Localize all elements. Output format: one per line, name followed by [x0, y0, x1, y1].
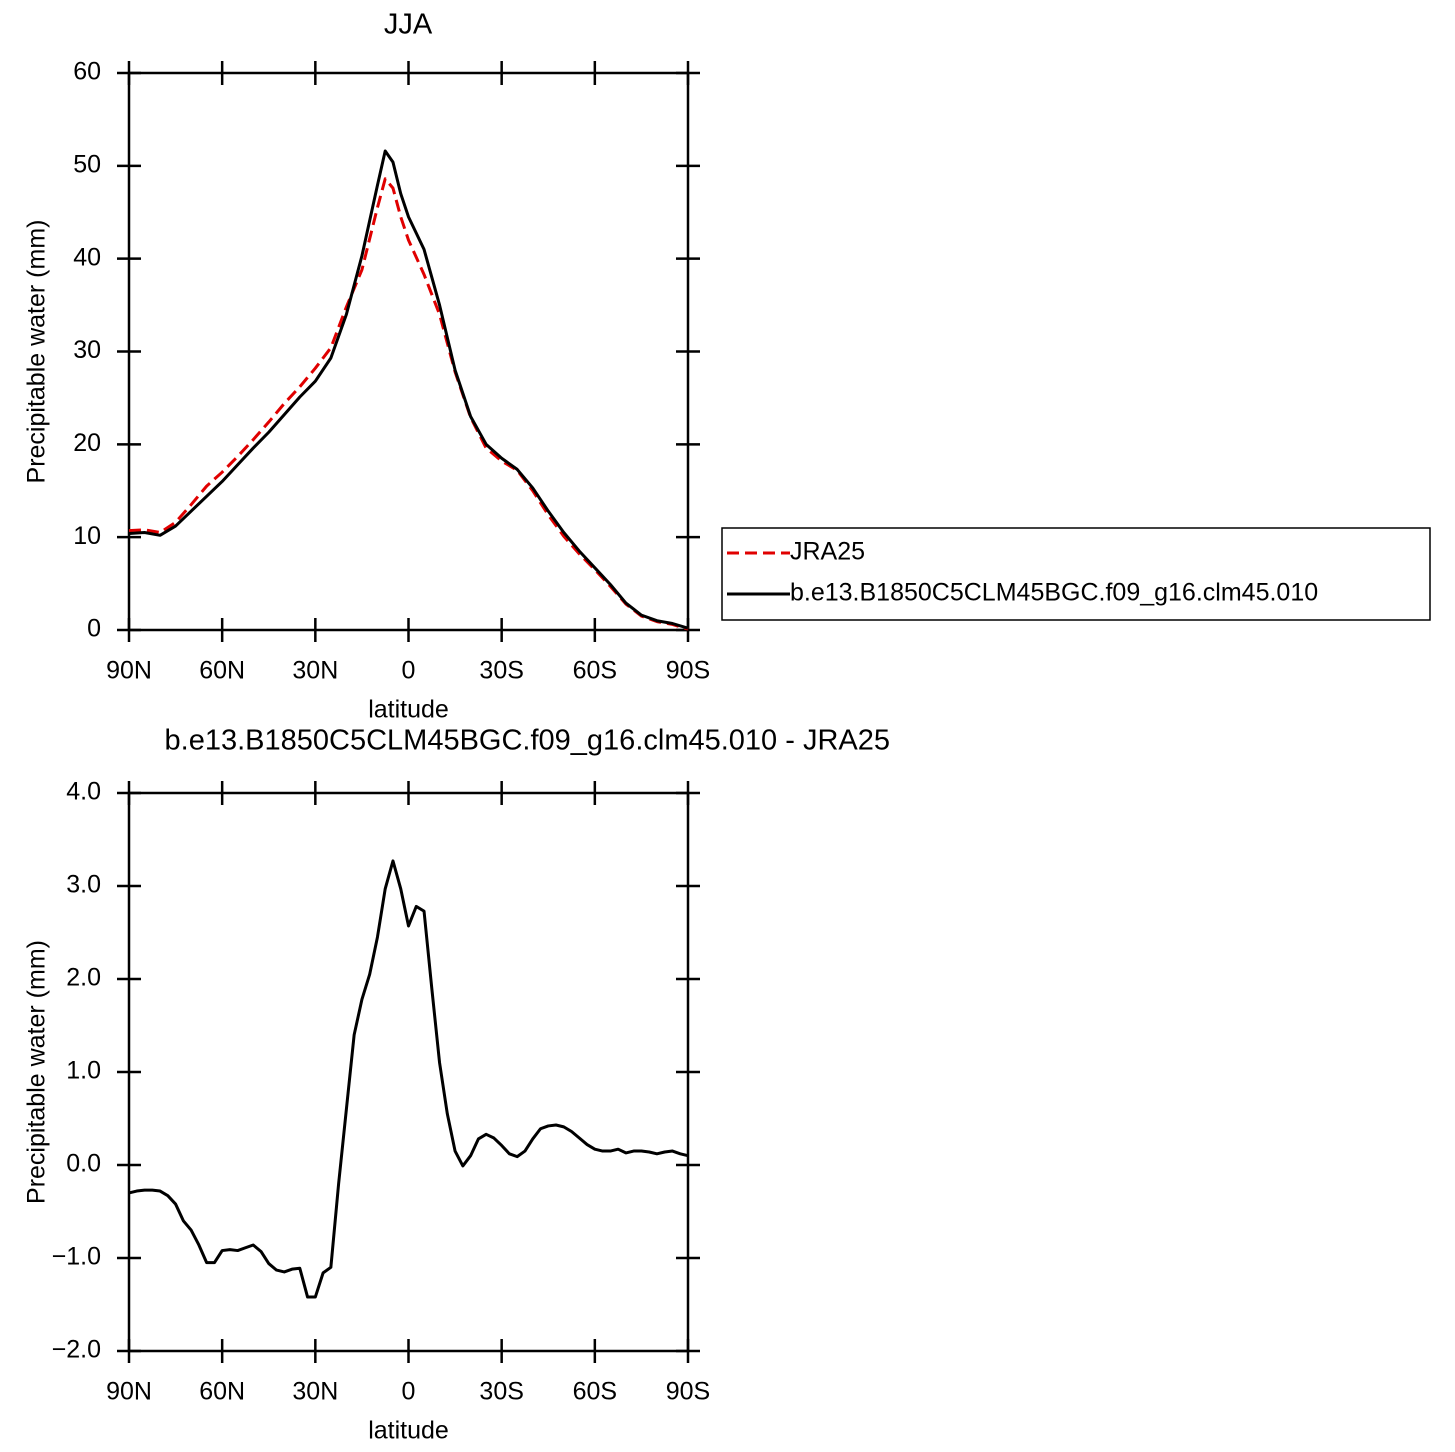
- y-tick-label: 1.0: [66, 1057, 101, 1085]
- y-tick-label: 4.0: [66, 778, 101, 806]
- x-tick-label: 0: [402, 1378, 416, 1406]
- y-tick-label: 0.0: [66, 1150, 101, 1178]
- y-tick-label: 50: [73, 150, 101, 178]
- y-tick-label: 10: [73, 522, 101, 550]
- y-tick-label: −1.0: [52, 1243, 101, 1271]
- series-line: [128, 149, 689, 630]
- y-tick-label: −2.0: [52, 1336, 101, 1364]
- series-line: [128, 859, 689, 1299]
- y-tick-label: 20: [73, 429, 101, 457]
- y-tick-label: 3.0: [66, 871, 101, 899]
- x-tick-label: 30N: [292, 657, 338, 685]
- y-tick-label: 0: [87, 615, 101, 643]
- x-axis-label: latitude: [368, 1417, 449, 1445]
- x-tick-label: 60S: [573, 657, 617, 685]
- x-tick-label: 90S: [666, 1378, 710, 1406]
- x-tick-label: 60N: [199, 1378, 245, 1406]
- x-tick-label: 30N: [292, 1378, 338, 1406]
- plot-frame: [127, 791, 690, 1353]
- plot-frame: [127, 71, 690, 632]
- legend-box: [721, 527, 1431, 621]
- x-tick-label: 30S: [479, 657, 523, 685]
- legend-label: b.e13.B1850C5CLM45BGC.f09_g16.clm45.010: [790, 579, 1318, 607]
- y-tick-label: 30: [73, 336, 101, 364]
- chart-title: JJA: [384, 9, 433, 41]
- x-tick-label: 60N: [199, 657, 245, 685]
- series-line: [128, 177, 689, 631]
- chart-title: b.e13.B1850C5CLM45BGC.f09_g16.clm45.010 …: [165, 725, 890, 757]
- x-tick-label: 30S: [479, 1378, 523, 1406]
- x-tick-label: 0: [402, 657, 416, 685]
- x-tick-label: 60S: [573, 1378, 617, 1406]
- y-axis-label: Precipitable water (mm): [23, 220, 51, 484]
- x-tick-label: 90N: [106, 1378, 152, 1406]
- legend-label: JRA25: [790, 538, 865, 566]
- y-axis-label: Precipitable water (mm): [23, 940, 51, 1204]
- y-tick-label: 60: [73, 58, 101, 86]
- y-tick-label: 2.0: [66, 964, 101, 992]
- x-tick-label: 90S: [666, 657, 710, 685]
- x-tick-label: 90N: [106, 657, 152, 685]
- y-tick-label: 40: [73, 243, 101, 271]
- x-axis-label: latitude: [368, 696, 449, 724]
